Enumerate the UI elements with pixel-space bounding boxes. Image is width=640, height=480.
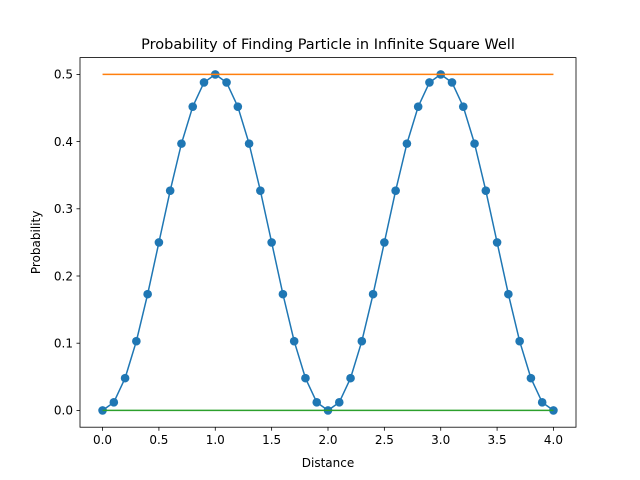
- series-0-point: [289, 336, 299, 346]
- y-tick-label: 0.3: [54, 202, 73, 216]
- series-0-point: [346, 373, 355, 383]
- y-tick-label: 0.4: [54, 135, 73, 149]
- series-0-point: [233, 102, 243, 111]
- y-axis: 0.0 0.1 0.2 0.3 0.4 0.5: [54, 68, 80, 418]
- series-0-point: [425, 78, 434, 87]
- x-tick-label: 1.0: [206, 433, 225, 447]
- y-tick-label: 0.1: [54, 337, 73, 351]
- series-0-point: [368, 289, 378, 299]
- series-0-point: [470, 139, 479, 148]
- x-tick-label: 3.0: [431, 433, 450, 447]
- series-0-point: [357, 336, 367, 346]
- chart-title: Probability of Finding Particle in Infin…: [141, 37, 515, 53]
- y-tick-label: 0.5: [54, 68, 73, 82]
- series-0-point: [301, 373, 310, 383]
- x-tick-label: 3.5: [488, 433, 507, 447]
- series-0-point: [154, 238, 164, 247]
- series-0-point: [165, 186, 175, 195]
- series-0-point: [244, 139, 254, 148]
- series-0-point: [492, 238, 502, 247]
- x-axis: 0.0 0.5 1.0 1.5 2.0 2.5 3.0 3.5 4.0: [93, 427, 563, 447]
- series-0-point: [413, 102, 423, 111]
- x-tick-label: 4.0: [544, 433, 563, 447]
- series-0-point: [481, 186, 491, 195]
- series-0-point: [120, 373, 130, 383]
- series-0-point: [267, 238, 276, 247]
- series-layer: [98, 70, 558, 415]
- series-0-point: [526, 373, 536, 383]
- series-0-point: [177, 139, 186, 148]
- x-tick-label: 2.0: [318, 433, 337, 447]
- series-0-point: [132, 336, 141, 346]
- series-0-point: [222, 78, 231, 87]
- x-tick-label: 0.5: [149, 433, 168, 447]
- x-tick-label: 1.5: [262, 433, 281, 447]
- series-0-point: [312, 398, 322, 407]
- y-axis-label: Probability: [29, 211, 43, 274]
- series-0-point: [278, 289, 288, 299]
- x-tick-label: 2.5: [375, 433, 394, 447]
- series-0-point: [447, 78, 457, 87]
- series-0-point: [402, 139, 412, 148]
- y-tick-label: 0.0: [54, 404, 73, 418]
- series-0-point: [515, 336, 524, 346]
- series-0-point: [199, 78, 209, 87]
- y-tick-label: 0.2: [54, 269, 73, 283]
- x-tick-label: 0.0: [93, 433, 112, 447]
- series-0-point: [188, 102, 198, 111]
- series-0-point: [504, 289, 513, 299]
- series-0-point: [380, 238, 389, 247]
- series-0-point: [537, 398, 547, 407]
- series-0-point: [109, 398, 119, 407]
- series-0-point: [391, 186, 400, 195]
- series-0-point: [256, 186, 265, 195]
- series-0-point: [143, 289, 152, 299]
- series-0-point: [334, 398, 344, 407]
- x-axis-label: Distance: [302, 456, 354, 470]
- series-0-point: [458, 102, 468, 111]
